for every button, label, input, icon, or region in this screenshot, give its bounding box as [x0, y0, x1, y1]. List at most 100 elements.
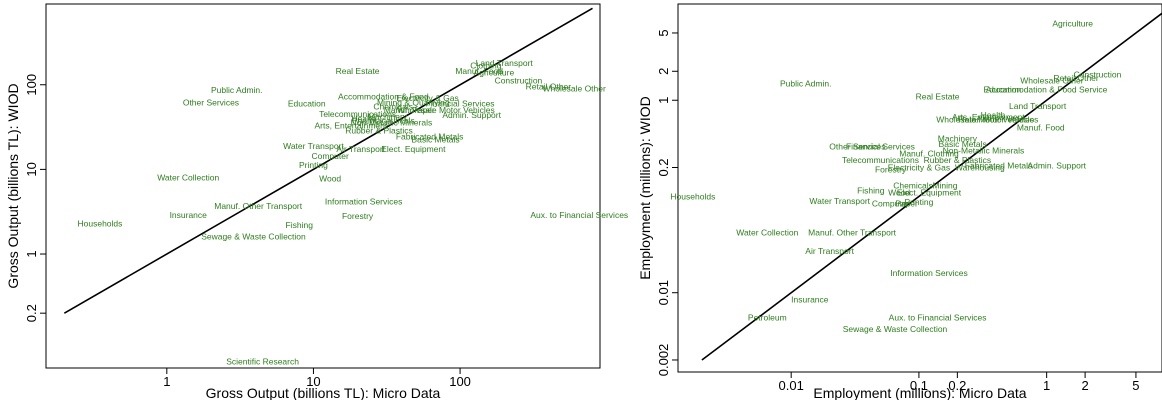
left-point-label: Insurance [170, 210, 208, 220]
left-point-label: Construction [495, 76, 543, 86]
left-point-label: Chemicals [373, 102, 413, 112]
left-point-label: Pharmaceuticals [352, 115, 415, 125]
left-y-tick-label: 10 [24, 162, 39, 176]
right-point-label: Manuf. Food [1017, 123, 1065, 133]
right-point-label: Health [981, 110, 1006, 120]
right-point-label: Land Transport [1009, 101, 1067, 111]
right-point-label: Mining [932, 181, 957, 191]
right-x-tick-label: 0.01 [779, 378, 804, 393]
left-point-label: Water Transport [283, 141, 344, 151]
left-point-label: Air Transport [336, 144, 385, 154]
right-point-label: Wood [888, 187, 910, 197]
right-point-label: Manuf. Other Transport [808, 228, 897, 238]
right-point-label: Retail Motor Vehicles [959, 115, 1039, 125]
left-point-label: Rubber & Plastics [345, 125, 413, 135]
right-point-label: Agriculture [1052, 18, 1093, 28]
right-point-label: Education [983, 84, 1021, 94]
right-point-label: Accommodation & Food Service [986, 84, 1108, 94]
right-point-label: Retail Other [1053, 73, 1099, 83]
right-point-label: Sewage & Waste Collection [843, 324, 948, 334]
left-point-label: Financial Services [426, 99, 495, 109]
right-point-label: Air Transport [805, 246, 854, 256]
left-point-label: Non-Metallic Minerals [351, 117, 433, 127]
right-point-label: Fishing [857, 186, 885, 196]
right-point-label: Petroleum [748, 313, 787, 323]
left-x-axis-title: Gross Output (billions TL): Micro Data [206, 385, 441, 400]
right-y-axis-title: Employment (millions): WIOD [637, 96, 653, 280]
right-point-label: Non-Metallic Minerals [943, 146, 1025, 156]
left-point-label: Real Estate [336, 66, 380, 76]
right-point-label: Fabricated Metals [965, 160, 1033, 170]
right-point-label: Chemicals [893, 181, 933, 191]
left-y-axis-title: Gross Output (billions TL): WIOD [5, 83, 21, 288]
left-diagonal-line [63, 7, 593, 314]
right-point-label: Financial Services [846, 142, 915, 152]
right-y-tick-label: 0.2 [656, 158, 671, 176]
left-point-label: Accommodation & Food [338, 91, 429, 101]
right-point-label: Wholesale Other [1020, 76, 1083, 86]
right-point-label: Telecommunications [842, 155, 919, 165]
left-point-label: Clothing [470, 60, 501, 70]
left-x-tick-label: 1 [163, 374, 170, 389]
left-point-label: Computer [311, 151, 348, 161]
left-point-label: Sewage & Waste Collection [201, 232, 306, 242]
left-point-label: Information Services [325, 196, 402, 206]
left-point-label: Water Collection [157, 173, 219, 183]
right-point-label: Printing [904, 197, 933, 207]
right-y-tick-label: 0.002 [656, 344, 671, 377]
left-point-label: Wood [319, 174, 341, 184]
left-point-label: Public Admin. [211, 85, 263, 95]
left-point-label: Machinery [368, 112, 408, 122]
right-y-tick-label: 2 [656, 68, 671, 75]
left-point-label: Admin. Support [442, 110, 501, 120]
right-plot-frame [677, 3, 1162, 373]
right-point-label: Wholesale Motor Vehicles [936, 115, 1034, 125]
left-point-label: Wholesale Motor Vehicles [397, 105, 495, 115]
left-point-label: Forestry [342, 211, 374, 221]
left-point-label: Households [78, 218, 123, 228]
right-point-label: Elect. Equipment [897, 187, 962, 197]
right-y-tick-label: 0.01 [656, 280, 671, 305]
right-point-label: Rubber & Plastics [924, 155, 992, 165]
right-point-label: Admin. Support [1027, 160, 1086, 170]
left-point-label: Other Services [183, 97, 239, 107]
left-point-label: Agriculture [474, 67, 515, 77]
right-diagonal-line [701, 12, 1162, 361]
left-x-tick-label: 100 [449, 374, 471, 389]
right-point-label: Forestry [875, 165, 907, 175]
left-y-tick-label: 1 [24, 250, 39, 257]
right-x-axis-title: Employment (millions): Micro Data [813, 385, 1026, 400]
left-point-label: Elect. Equipment [381, 144, 446, 154]
right-point-label: Machinery [938, 134, 978, 144]
right-point-label: Public Admin. [780, 78, 832, 88]
left-point-label: Retail Other [526, 82, 572, 92]
right-point-label: Water Transport [809, 196, 870, 206]
right-x-tick-label: 1 [1043, 378, 1050, 393]
left-plot-frame [45, 3, 601, 369]
right-point-label: Aux. to Financial Services [889, 313, 987, 323]
left-point-label: Manuf. Other Transport [214, 201, 303, 211]
right-point-label: Warehousing [955, 163, 1005, 173]
left-point-label: Manuf. Paper [384, 105, 435, 115]
right-point-label: Paper [895, 198, 918, 208]
left-point-label: Education [288, 99, 326, 109]
right-point-label: Insurance [791, 295, 829, 305]
right-y-tick-label: 1 [656, 97, 671, 104]
left-point-label: Electricity & Gas [396, 93, 458, 103]
left-point-label: Printing [299, 160, 328, 170]
right-point-label: Basic Metals [939, 139, 987, 149]
left-y-tick-label: 100 [24, 74, 39, 96]
left-x-tick-label: 10 [306, 374, 320, 389]
right-y-tick-label: 5 [656, 29, 671, 36]
right-point-label: Computer [872, 198, 909, 208]
left-point-label: Fabricated Metals [396, 131, 464, 141]
right-point-label: Water Collection [736, 228, 798, 238]
left-point-label: Mining & Quarrying [377, 97, 450, 107]
left-point-label: Basic Metals [411, 135, 459, 145]
right-point-label: Real Estate [916, 91, 960, 101]
right-x-tick-label: 0.1 [910, 378, 928, 393]
left-point-label: Manuf. Food [455, 66, 503, 76]
right-point-label: Households [670, 191, 715, 201]
right-scatter-employment: 0.01 0.1 0.2 1 2 5 0.002 0.01 0.2 1 2 5 Employment (… [637, 3, 1162, 400]
